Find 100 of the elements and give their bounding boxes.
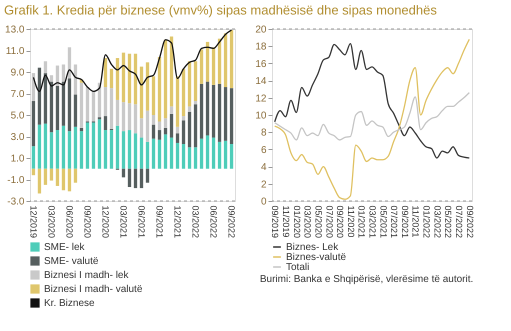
bar <box>44 124 48 169</box>
bar <box>224 87 228 141</box>
bar <box>188 147 192 169</box>
x-tick-label: 05/2020 <box>313 206 324 238</box>
bar <box>86 122 90 169</box>
line-series <box>274 92 470 141</box>
bar <box>74 94 78 127</box>
bar <box>62 126 66 169</box>
y-tick-label: 4 <box>260 162 267 174</box>
bar <box>170 106 174 114</box>
bar <box>134 133 138 169</box>
y-tick-label: 18 <box>255 42 267 53</box>
bar <box>164 128 168 134</box>
bar <box>194 104 198 148</box>
bar <box>152 124 156 139</box>
y-tick-label: -3.0 <box>7 196 25 208</box>
bar <box>56 130 60 169</box>
x-tick-label: 09/2021 <box>154 206 165 238</box>
bar <box>218 142 222 169</box>
x-tick-label: 01/2020 <box>292 206 302 238</box>
bar <box>32 101 36 146</box>
x-tick-label: 07/2020 <box>324 206 334 238</box>
bar <box>170 138 174 169</box>
legend-label: Biznesi I madh- lek <box>44 270 130 281</box>
bar <box>212 138 216 169</box>
y-tick-label: 1.0 <box>10 154 25 164</box>
y-tick-label: 6 <box>260 144 267 156</box>
bar <box>68 131 72 169</box>
bar <box>200 84 204 139</box>
bar <box>182 144 186 169</box>
x-tick-label: 11/2021 <box>410 206 421 238</box>
y-tick-label: 10 <box>255 110 267 122</box>
y-tick-label: 12 <box>255 93 267 104</box>
x-tick-label: 03/2020 <box>302 206 313 238</box>
bar <box>224 140 228 169</box>
bar <box>194 61 198 102</box>
y-tick-label: 20 <box>255 24 267 36</box>
legend-label: Totali <box>286 262 310 273</box>
y-tick-label: 7.0 <box>10 89 25 100</box>
bar <box>44 168 48 185</box>
bar <box>110 130 114 169</box>
legend-label: SME- lek <box>44 242 86 253</box>
bar <box>104 130 108 169</box>
bar <box>38 168 42 194</box>
y-tick-label: 9.0 <box>10 68 25 78</box>
bar <box>164 118 168 128</box>
y-tick-label: 13.0 <box>5 24 25 36</box>
legend-label: Biznesi I madh- valutë <box>44 284 143 295</box>
bar <box>68 78 72 132</box>
x-tick-label: 05/2022 <box>443 206 454 238</box>
bar <box>176 142 180 169</box>
bar <box>152 138 156 169</box>
bar <box>188 112 192 148</box>
x-tick-label: 11/2020 <box>346 206 356 238</box>
bar <box>182 116 186 120</box>
x-tick-label: 09/2020 <box>82 206 92 238</box>
bar <box>110 88 114 129</box>
bar <box>182 120 186 144</box>
bar <box>68 168 72 192</box>
x-tick-label: 06/2021 <box>136 206 147 238</box>
bar <box>194 147 198 169</box>
x-tick-label: 03/2022 <box>432 206 442 238</box>
bar <box>230 144 234 169</box>
bar <box>116 126 120 169</box>
bar <box>164 134 168 169</box>
x-tick-label: 06/2020 <box>64 206 74 238</box>
bar <box>104 116 108 130</box>
bar <box>176 126 180 134</box>
bar <box>146 110 150 142</box>
y-tick-label: 14 <box>255 76 267 88</box>
bar <box>128 168 132 188</box>
x-tick-label: 01/2022 <box>422 206 432 238</box>
text: Burimi: Banka e Shqipërisë, vlerësime të autorit. <box>260 274 474 285</box>
bar <box>134 104 138 134</box>
y-tick-label: 5.0 <box>10 110 25 122</box>
legend-label: SME- valutë <box>44 256 99 267</box>
legend-label: Biznes-valutë <box>286 252 346 263</box>
y-tick-label: 3.0 <box>10 132 25 143</box>
bar <box>206 82 210 136</box>
bar <box>50 75 54 82</box>
bar <box>146 142 150 169</box>
x-tick-label: 01/2021 <box>356 206 367 238</box>
bar <box>104 87 108 116</box>
x-tick-label: 09/2022 <box>226 206 237 238</box>
bar <box>116 100 120 126</box>
y-tick-label: -1.0 <box>7 175 25 186</box>
bar <box>158 140 162 169</box>
line-series <box>274 38 470 200</box>
bar <box>170 114 174 138</box>
bar <box>32 146 36 169</box>
bar <box>62 168 66 190</box>
bar <box>206 135 210 169</box>
bar <box>200 49 204 84</box>
x-tick-label: 12/2021 <box>172 206 183 238</box>
bar <box>50 132 54 169</box>
chart-title: Grafik 1. Kredia për biznese (vmv%) sipas madhësisë dhe sipas monedhës <box>4 2 438 18</box>
x-tick-label: 12/2020 <box>100 206 110 238</box>
x-tick-label: 07/2021 <box>389 206 400 238</box>
bar <box>128 130 132 169</box>
x-tick-label: 06/2022 <box>208 206 219 238</box>
